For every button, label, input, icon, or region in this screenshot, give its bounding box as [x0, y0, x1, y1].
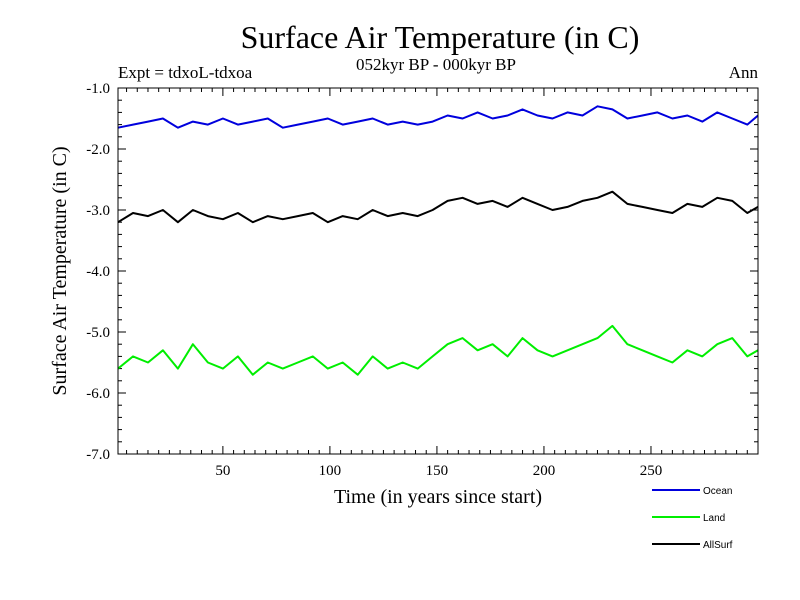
series-line-land: [117, 324, 759, 376]
y-axis-label: Surface Air Temperature (in C): [49, 146, 71, 395]
x-tick-label: 250: [640, 463, 663, 479]
y-minor-ticks: [118, 87, 758, 455]
legend-label-allsurf: AllSurf: [703, 540, 733, 551]
y-tick-labels: -1.0 -2.0 -3.0 -4.0 -5.0 -6.0 -7.0: [86, 81, 110, 463]
chart-title: Surface Air Temperature (in C): [241, 19, 640, 55]
legend: Ocean Land AllSurf: [652, 486, 733, 551]
series-lines: [117, 105, 759, 376]
series-line-allsurf: [117, 190, 759, 224]
y-tick-label: -1.0: [86, 81, 110, 97]
legend-label-ocean: Ocean: [703, 486, 732, 497]
chart-subtitle: 052kyr BP - 000kyr BP: [356, 55, 516, 74]
y-tick-label: -3.0: [86, 203, 110, 219]
y-tick-label: -2.0: [86, 142, 110, 158]
y-tick-label: -6.0: [86, 386, 110, 402]
y-tick-label: -7.0: [86, 447, 110, 463]
y-tick-label: -4.0: [86, 264, 110, 280]
y-tick-label: -5.0: [86, 325, 110, 341]
x-tick-label: 50: [215, 463, 230, 479]
series-line-ocean: [117, 105, 759, 129]
x-axis-label: Time (in years since start): [334, 486, 542, 508]
plot-frame: [117, 87, 759, 455]
x-minor-ticks: [126, 88, 748, 454]
season-label: Ann: [729, 63, 759, 82]
x-tick-label: 100: [319, 463, 342, 479]
x-tick-label: 200: [533, 463, 556, 479]
legend-label-land: Land: [703, 513, 725, 524]
x-tick-label: 150: [426, 463, 449, 479]
x-tick-labels: 50 100 150 200 250: [215, 463, 662, 479]
experiment-label: Expt = tdxoL-tdxoa: [118, 63, 253, 82]
